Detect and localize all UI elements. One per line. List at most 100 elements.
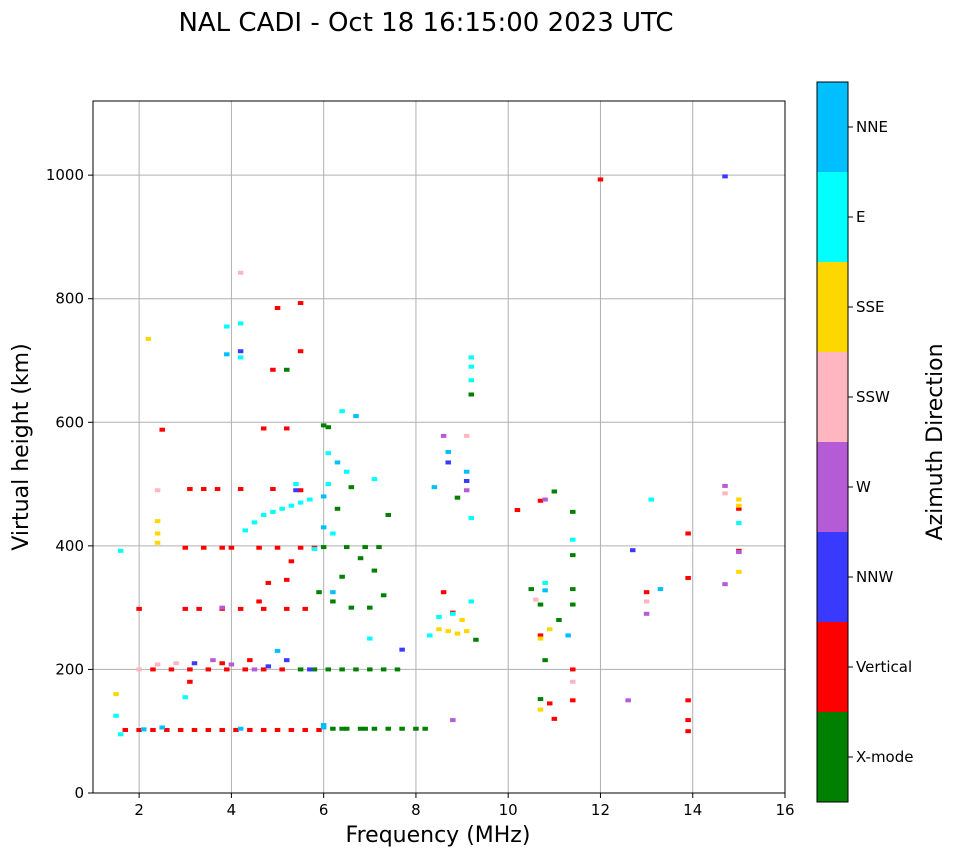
data-point [297, 545, 304, 550]
data-point [260, 606, 267, 611]
data-point [288, 559, 295, 564]
data-point [546, 701, 553, 706]
data-point [348, 605, 355, 610]
data-point [371, 477, 378, 482]
data-point [320, 494, 327, 499]
data-point [224, 352, 230, 357]
data-point [265, 664, 272, 669]
data-point [154, 662, 161, 667]
data-points [113, 174, 742, 737]
data-point [339, 667, 345, 672]
data-point [270, 509, 276, 514]
data-point [307, 667, 313, 672]
data-point [200, 487, 207, 492]
y-tick-label: 400 [55, 537, 84, 555]
colorbar-frame [816, 81, 849, 803]
data-point [371, 568, 378, 573]
data-point [380, 667, 387, 672]
data-point [164, 727, 170, 732]
data-point [325, 667, 332, 672]
data-point [570, 698, 576, 703]
data-point [260, 727, 267, 732]
series-nnw [191, 174, 728, 672]
data-point [288, 503, 295, 508]
data-point [537, 707, 544, 712]
data-point [205, 727, 212, 732]
data-point [196, 606, 202, 611]
colorbar-swatch-x-mode [817, 712, 848, 802]
data-point [394, 667, 401, 672]
data-point [168, 667, 175, 672]
data-point [427, 633, 433, 638]
data-point [228, 662, 235, 667]
data-point [228, 545, 235, 550]
data-point [514, 508, 521, 513]
data-point [413, 726, 419, 731]
data-point [533, 597, 539, 602]
data-point [722, 582, 728, 587]
colorbar-label: W [856, 478, 871, 496]
data-point [284, 658, 290, 663]
data-point [113, 713, 119, 718]
data-point [159, 427, 165, 432]
data-point [200, 545, 207, 550]
data-point [113, 692, 119, 697]
data-point [468, 516, 475, 521]
data-point [182, 695, 189, 700]
data-point [302, 606, 308, 611]
data-point [556, 618, 562, 622]
data-point [685, 575, 691, 580]
data-point [468, 392, 475, 397]
data-point [320, 725, 327, 730]
data-point [570, 553, 576, 558]
colorbar-label: NNW [856, 568, 893, 586]
data-point [237, 349, 244, 354]
data-point [260, 426, 267, 431]
series-vertical [122, 177, 742, 734]
data-point [325, 425, 332, 430]
grid-lines [93, 101, 786, 794]
data-point [284, 606, 290, 611]
data-point [436, 627, 442, 632]
data-point [380, 593, 387, 598]
data-point [468, 599, 475, 604]
series-x-mode [284, 367, 576, 731]
data-point [445, 460, 451, 465]
data-point [551, 716, 558, 721]
data-point [191, 727, 198, 732]
data-point [367, 605, 373, 610]
data-point [242, 528, 248, 533]
data-point [353, 667, 359, 672]
data-point [468, 364, 475, 369]
data-point [297, 667, 304, 672]
data-point [339, 726, 345, 731]
data-point [117, 548, 124, 553]
data-point [316, 727, 322, 732]
data-point [343, 545, 350, 550]
data-point [334, 506, 341, 511]
data-point [570, 587, 576, 592]
data-point [224, 324, 230, 329]
data-point [219, 545, 225, 550]
data-point [247, 727, 253, 732]
data-point [330, 531, 336, 536]
data-point [685, 718, 691, 723]
data-point [311, 546, 318, 551]
data-point [376, 545, 382, 550]
x-tick-label: 2 [134, 801, 144, 819]
data-point [722, 174, 728, 179]
data-point [454, 495, 461, 500]
data-point [445, 629, 451, 634]
data-point [154, 540, 161, 545]
data-point [736, 497, 742, 502]
data-point [463, 478, 470, 483]
data-point [159, 725, 165, 730]
data-point [288, 727, 295, 732]
x-tick-label: 12 [591, 801, 610, 819]
data-point [284, 426, 290, 431]
data-point [325, 451, 332, 456]
colorbar-label: E [856, 208, 865, 226]
y-tick-label: 1000 [46, 166, 84, 184]
data-point [302, 727, 308, 732]
data-point [643, 599, 650, 604]
